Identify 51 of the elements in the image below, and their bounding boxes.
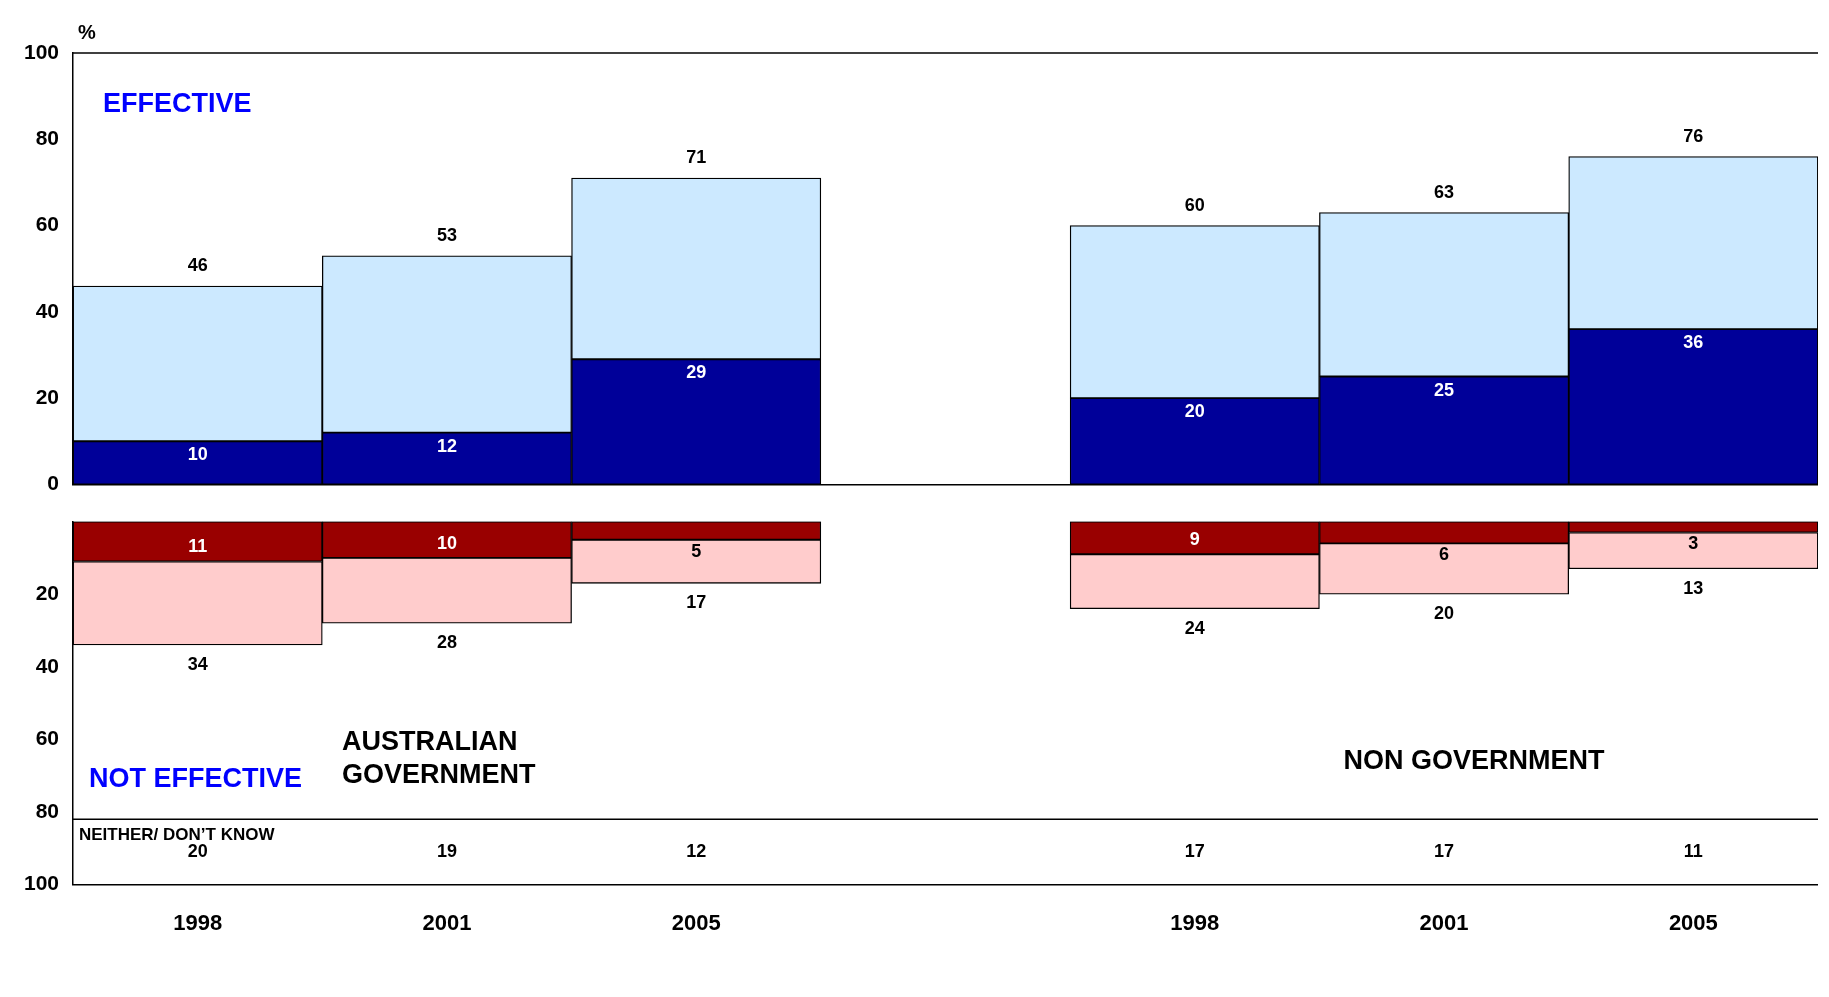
data-label: 5 <box>691 540 702 561</box>
total-label: 46 <box>187 254 208 275</box>
annotation: NOT EFFECTIVE <box>89 762 303 793</box>
data-label: 3 <box>1688 533 1699 554</box>
total-label: 76 <box>1683 125 1704 146</box>
y-tick-label: 20 <box>35 581 59 604</box>
y-tick-label: 60 <box>35 726 59 750</box>
total-label: 13 <box>1683 577 1704 598</box>
data-label: 10 <box>187 444 208 465</box>
annotation: 11 <box>1683 840 1703 861</box>
y-tick-label: 40 <box>35 298 59 322</box>
annotation: NON GOVERNMENT <box>1343 744 1606 775</box>
data-label: 10 <box>436 532 457 553</box>
data-label: 11 <box>188 536 208 557</box>
total-label: 53 <box>436 224 457 245</box>
total-label: 63 <box>1434 181 1455 202</box>
annotation: 17 <box>1434 840 1455 861</box>
data-label: 6 <box>1439 544 1450 565</box>
data-label: 29 <box>686 362 707 383</box>
x-tick-label: 1998 <box>1170 909 1220 935</box>
x-tick-label: 2001 <box>422 909 472 935</box>
total-label: 28 <box>436 632 457 653</box>
total-label: 20 <box>1434 603 1455 624</box>
data-label: 12 <box>436 435 457 456</box>
y-tick-label: 100 <box>23 871 59 895</box>
y-tick-label: 60 <box>35 212 59 236</box>
y-axis-title: % <box>78 20 97 43</box>
y-tick-label: 20 <box>35 384 59 408</box>
annotation: 17 <box>1184 840 1205 861</box>
annotation: EFFECTIVE <box>103 88 252 119</box>
annotation: 12 <box>686 840 707 861</box>
y-tick-label: 80 <box>35 798 59 822</box>
data-label: 9 <box>1189 529 1200 550</box>
x-tick-label: 2005 <box>1668 909 1718 935</box>
data-label: 25 <box>1434 379 1455 400</box>
y-tick-label: 0 <box>47 471 59 495</box>
data-label: 36 <box>1683 332 1704 353</box>
y-tick-label: 40 <box>35 653 59 677</box>
x-tick-label: 2005 <box>671 909 721 935</box>
y-tick-label: 80 <box>35 126 59 150</box>
y-tick-label: 100 <box>23 39 59 63</box>
total-label: 60 <box>1184 194 1205 215</box>
total-label: 71 <box>686 147 707 168</box>
total-label: 24 <box>1184 617 1205 638</box>
annotation: AUSTRALIAN GOVERNMENT <box>341 726 536 790</box>
data-label: 20 <box>1184 401 1205 422</box>
x-tick-label: 2001 <box>1419 909 1469 935</box>
x-tick-label: 1998 <box>173 909 223 935</box>
annotation: 19 <box>436 840 457 861</box>
total-label: 17 <box>686 592 707 613</box>
total-label: 34 <box>187 653 208 674</box>
